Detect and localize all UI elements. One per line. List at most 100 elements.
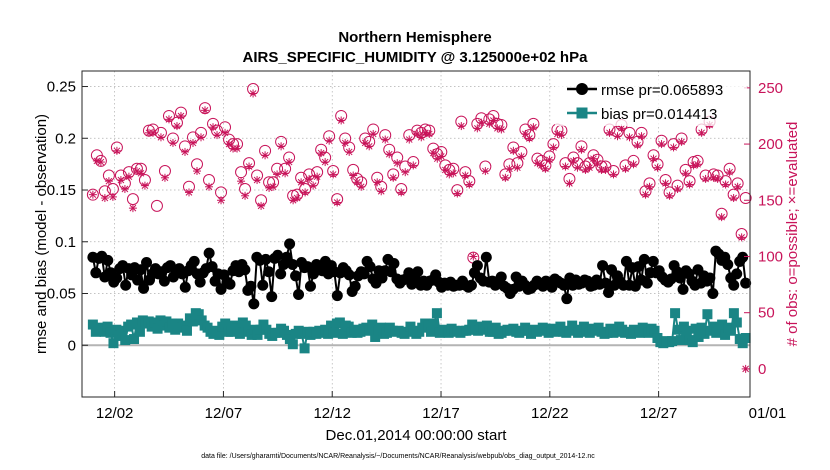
bias-point — [343, 321, 354, 332]
obs-evaluated-point — [124, 172, 133, 181]
bias-point — [673, 324, 684, 335]
bias-point — [667, 336, 678, 347]
bias-point — [181, 325, 192, 336]
obs-evaluated-point — [425, 129, 434, 138]
rmse-point — [704, 272, 716, 284]
rmse-point — [284, 238, 296, 250]
bias-point — [240, 320, 251, 331]
obs-evaluated-point — [168, 138, 177, 147]
obs-evaluated-point — [397, 188, 406, 197]
obs-evaluated-point — [409, 161, 418, 170]
obs-evaluated-point — [176, 111, 185, 120]
rmse-point — [495, 271, 507, 283]
obs-evaluated-point — [160, 173, 169, 182]
obs-evaluated-point — [561, 162, 570, 171]
obs-evaluated-point — [140, 181, 149, 190]
bias-point — [179, 320, 190, 331]
rmse-point — [281, 251, 293, 263]
obs-evaluated-point — [641, 190, 650, 199]
obs-evaluated-point — [661, 179, 670, 188]
obs-evaluated-point — [156, 133, 165, 142]
legend-rmse-label: rmse pr=0.065893 — [601, 82, 723, 99]
obs-evaluated-point — [613, 132, 622, 141]
obs-evaluated-point — [277, 142, 286, 151]
rmse-point — [722, 259, 734, 271]
obs-evaluated-point — [273, 170, 282, 179]
rmse-point — [603, 286, 615, 298]
bias-point — [105, 327, 116, 338]
bias-point — [675, 335, 686, 346]
bias-series — [87, 308, 751, 354]
bias-point — [99, 326, 110, 337]
obs-evaluated-point — [261, 151, 270, 160]
rmse-point — [132, 274, 144, 286]
rmse-point — [343, 269, 355, 281]
bias-point — [328, 327, 339, 338]
rmse-point — [102, 254, 114, 266]
bias-point — [564, 325, 575, 336]
obs-evaluated-point — [241, 191, 250, 200]
obs-evaluated-point — [653, 163, 662, 172]
obs-evaluated-point — [100, 194, 109, 203]
obs-evaluated-point — [697, 128, 706, 137]
obs-evaluated-point — [557, 131, 566, 140]
bias-point — [376, 322, 387, 333]
bias-point — [226, 326, 237, 337]
obs-evaluated-point — [701, 174, 710, 183]
rmse-point — [731, 268, 743, 280]
bias-point — [170, 324, 181, 335]
bias-point — [102, 321, 113, 332]
ticks: 12/02 12/07 12/12 12/17 12/22 12/27 01/01 0 0.05… — [47, 79, 786, 422]
bias-point — [161, 316, 172, 327]
bias-point — [108, 338, 119, 349]
bias-point — [649, 325, 660, 336]
obs-evaluated-point — [517, 152, 526, 161]
obs-evaluated-point — [549, 143, 558, 152]
rmse-point — [465, 279, 477, 291]
rmse-point — [707, 288, 719, 300]
x-tick-label: 12/17 — [422, 405, 460, 422]
obs-evaluated-point — [565, 179, 574, 188]
obs-evaluated-point — [205, 182, 214, 191]
obs-evaluated-point — [481, 167, 490, 176]
bias-point — [246, 329, 257, 340]
obs-evaluated-point — [281, 169, 290, 178]
bias-point — [120, 335, 131, 346]
rmse-point — [632, 261, 644, 273]
obs-evaluated-point — [357, 182, 366, 191]
bias-point — [728, 308, 739, 319]
rmse-point — [239, 264, 251, 276]
obs-evaluated-point — [537, 161, 546, 170]
bias-point — [299, 343, 310, 354]
obs-possible-point — [739, 192, 752, 205]
bias-point — [381, 327, 392, 338]
obs-evaluated-point — [541, 164, 550, 173]
obs-evaluated-point — [477, 118, 486, 127]
y-tick-label-left: 0.1 — [55, 234, 76, 251]
legend-bias-marker — [576, 107, 588, 119]
footer-data-file: data file: /Users/gharamti/Documents/NCA… — [201, 453, 595, 460]
obs-evaluated-point — [309, 181, 318, 190]
obs-evaluated-point — [317, 149, 326, 158]
obs-evaluated-point — [633, 141, 642, 150]
bias-point — [87, 319, 98, 330]
bias-point — [126, 319, 137, 330]
obs-evaluated-point — [657, 140, 666, 149]
bias-point — [364, 325, 375, 336]
rmse-point — [728, 279, 740, 291]
rmse-point — [266, 291, 278, 303]
obs-evaluated-point — [233, 144, 242, 153]
bias-point — [149, 317, 160, 328]
obs-evaluated-point — [213, 131, 222, 140]
obs-evaluated-point — [725, 168, 734, 177]
rmse-point — [263, 266, 275, 278]
bias-point — [740, 333, 751, 344]
legend: rmse pr=0.065893 bias pr=0.014413 — [555, 76, 747, 126]
bias-point — [111, 324, 122, 335]
bias-point — [155, 315, 166, 326]
obs-evaluated-point — [585, 163, 594, 172]
obs-evaluated-point — [337, 116, 346, 125]
obs-evaluated-point — [609, 170, 618, 179]
obs-evaluated-point — [325, 136, 334, 145]
obs-evaluated-point — [353, 178, 362, 187]
